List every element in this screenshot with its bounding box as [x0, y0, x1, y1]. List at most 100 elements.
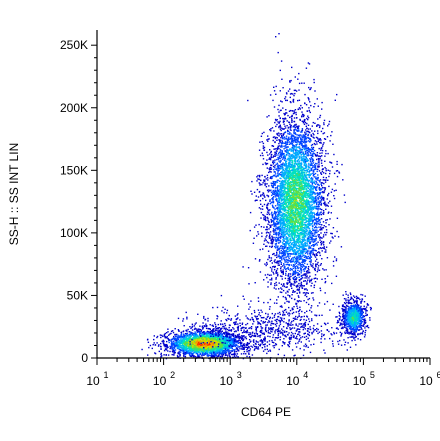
event-dot: [280, 207, 282, 209]
event-dot: [302, 191, 305, 193]
event-dot: [165, 348, 167, 350]
event-dot: [221, 354, 223, 356]
event-dot: [298, 289, 300, 292]
event-dot: [219, 329, 221, 331]
event-dot: [170, 332, 172, 335]
event-dot: [309, 201, 312, 203]
event-dot: [311, 160, 314, 163]
event-dot: [277, 195, 279, 197]
event-dot: [194, 340, 197, 342]
event-dot: [285, 274, 287, 276]
event-dot: [307, 236, 310, 238]
event-dot: [149, 344, 152, 347]
event-dot: [214, 331, 217, 334]
event-dot: [240, 353, 243, 355]
event-dot: [183, 352, 185, 355]
event-dot: [268, 171, 270, 174]
event-dot: [289, 208, 291, 211]
event-dot: [323, 172, 325, 174]
event-dot: [298, 242, 300, 244]
event-dot: [323, 142, 325, 144]
event-dot: [271, 214, 273, 217]
event-dot: [173, 337, 176, 339]
event-dot: [295, 194, 297, 197]
event-dot: [246, 342, 249, 344]
event-dot: [309, 279, 311, 281]
event-dot: [237, 342, 239, 344]
event-dot: [298, 82, 301, 85]
event-dot: [201, 342, 204, 345]
event-dot: [248, 356, 251, 358]
event-dot: [177, 345, 179, 347]
event-dot: [179, 335, 182, 337]
event-dot: [268, 185, 270, 187]
event-dot: [220, 356, 222, 358]
event-dot: [301, 310, 303, 313]
event-dot: [213, 348, 215, 350]
event-dot: [306, 117, 308, 120]
event-dot: [220, 327, 222, 330]
event-dot: [232, 327, 234, 329]
event-dot: [196, 350, 198, 352]
event-dot: [316, 227, 318, 229]
event-dot: [293, 168, 295, 171]
event-dot: [292, 154, 294, 156]
event-dot: [305, 144, 307, 146]
event-dot: [226, 331, 228, 333]
event-dot: [218, 345, 221, 348]
event-dot: [184, 353, 186, 355]
event-dot: [321, 149, 324, 152]
event-dot: [298, 146, 301, 148]
event-dot: [300, 300, 302, 302]
event-dot: [277, 154, 279, 156]
event-dot: [257, 335, 259, 338]
event-dot: [287, 277, 289, 280]
event-dot: [183, 335, 186, 338]
event-dot: [298, 291, 301, 293]
event-dot: [175, 335, 177, 337]
event-dot: [295, 175, 297, 177]
event-dot: [282, 191, 284, 194]
event-dot: [320, 183, 322, 185]
event-dot: [291, 227, 293, 230]
event-dot: [302, 136, 304, 138]
event-dot: [214, 335, 216, 337]
event-dot: [279, 291, 282, 293]
event-dot: [268, 220, 270, 223]
event-dot: [283, 154, 286, 157]
event-dot: [209, 328, 211, 330]
event-dot: [289, 255, 291, 257]
event-dot: [304, 312, 306, 314]
event-dot: [281, 291, 283, 294]
event-dot: [306, 275, 308, 277]
event-dot: [325, 177, 327, 179]
event-dot: [168, 339, 170, 342]
event-dot: [271, 279, 273, 281]
event-dot: [283, 112, 285, 115]
event-dot: [278, 210, 280, 212]
event-dot: [183, 344, 185, 346]
event-dot: [290, 235, 292, 237]
event-dot: [225, 345, 227, 347]
event-dot: [294, 176, 296, 179]
event-dot: [259, 334, 262, 336]
event-dot: [282, 186, 285, 188]
event-dot: [330, 212, 332, 214]
event-dot: [239, 336, 241, 339]
event-dot: [205, 343, 208, 345]
event-dot: [316, 221, 319, 223]
event-dot: [207, 354, 210, 356]
event-dot: [275, 93, 277, 95]
event-dot: [205, 341, 208, 344]
event-dot: [303, 137, 305, 139]
event-dot: [216, 356, 218, 358]
event-dot: [214, 352, 217, 354]
event-dot: [217, 350, 219, 352]
event-dot: [174, 334, 176, 336]
event-dot: [290, 216, 292, 219]
event-dot: [266, 228, 268, 231]
event-dot: [201, 341, 203, 343]
event-dot: [209, 352, 211, 354]
event-dot: [290, 232, 293, 235]
event-dot: [319, 125, 321, 127]
